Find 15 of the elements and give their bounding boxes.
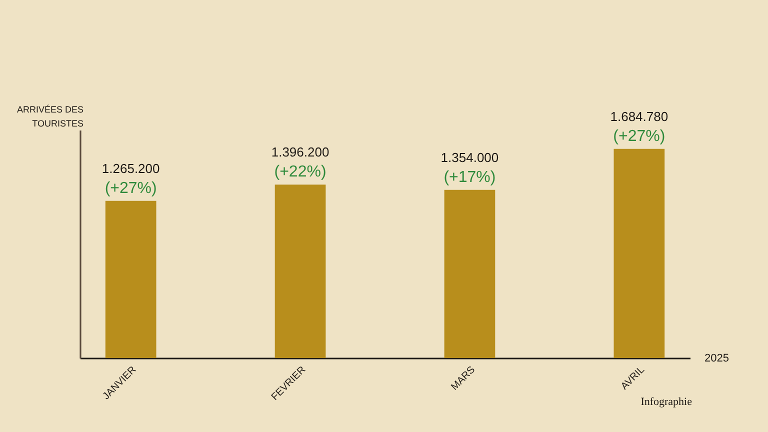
annotation: (+22%) bbox=[274, 164, 326, 181]
annotation: (+27%) bbox=[613, 128, 666, 145]
data-label: 1.354.000 bbox=[440, 150, 499, 165]
bar bbox=[274, 184, 326, 358]
bar bbox=[444, 190, 496, 358]
text: Infographie bbox=[640, 396, 692, 408]
annotation: (+27%) bbox=[104, 180, 157, 197]
data-label: 1.684.780 bbox=[610, 108, 668, 124]
bar bbox=[105, 200, 156, 358]
annotation: (+17%) bbox=[444, 168, 496, 186]
data-label: 1.265.200 bbox=[102, 160, 160, 176]
bar bbox=[614, 148, 665, 358]
x-axis-title: 2025 bbox=[704, 352, 729, 364]
y-axis-title: ARRIVÉES DES TOURISTES bbox=[16, 104, 84, 128]
data-label: 1.396.200 bbox=[271, 144, 330, 160]
